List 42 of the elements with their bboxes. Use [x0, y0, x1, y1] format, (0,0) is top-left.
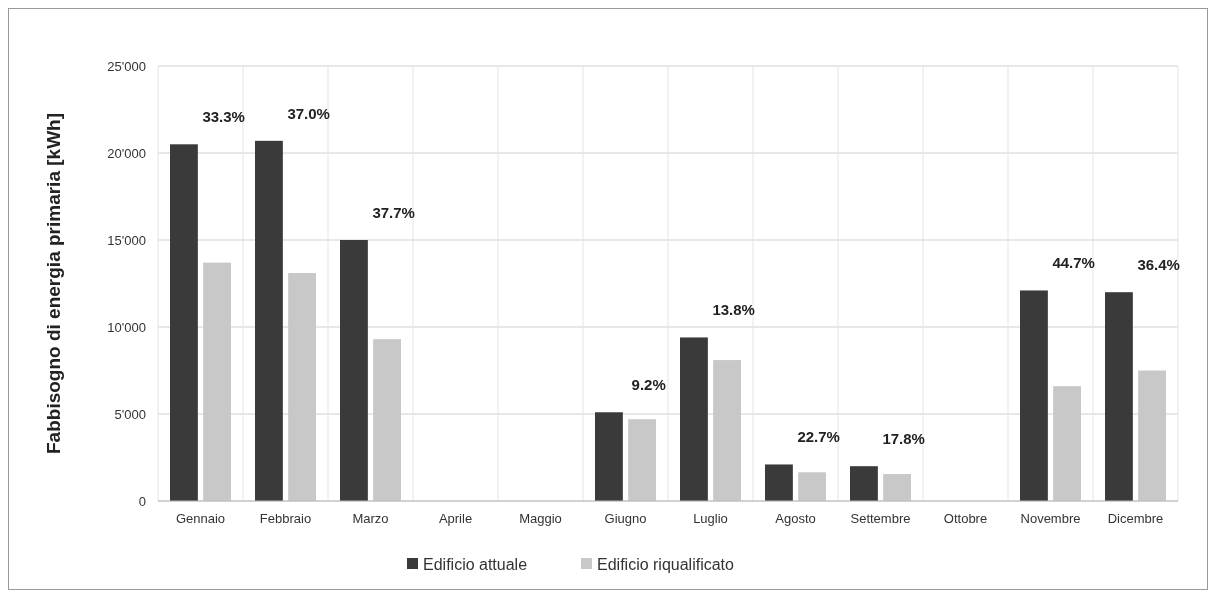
annotation: 33.3%: [202, 108, 245, 126]
bar: [1020, 290, 1048, 501]
y-tick-label: 20'000: [107, 145, 146, 161]
bar: [765, 464, 793, 501]
annotation: 13.8%: [712, 301, 755, 319]
bar: [255, 140, 283, 501]
x-tick-label: Luglio: [693, 511, 728, 526]
y-tick-label: 0: [138, 493, 146, 509]
annotation: 9.2%: [631, 376, 666, 394]
y-tick-label: 15'000: [107, 232, 146, 248]
x-tick-label: Marzo: [352, 511, 389, 526]
bar: [595, 412, 623, 501]
bar: [798, 472, 826, 501]
x-tick-label: Giugno: [604, 511, 647, 526]
bar: [170, 144, 198, 501]
annotation: 36.4%: [1137, 256, 1180, 274]
bar: [883, 474, 911, 501]
annotation: 37.0%: [287, 104, 330, 122]
bar: [850, 466, 878, 501]
bar: [628, 419, 656, 501]
bar: [1105, 292, 1133, 501]
x-tick-label: Dicembre: [1107, 511, 1164, 526]
bar: [340, 240, 368, 501]
bar: [680, 337, 708, 501]
x-tick-label: Gennaio: [175, 511, 226, 526]
x-tick-label: Agosto: [775, 511, 816, 526]
annotation: 22.7%: [797, 428, 840, 446]
x-tick-label: Aprile: [438, 511, 473, 526]
y-tick-label: 5'000: [114, 406, 146, 422]
x-tick-label: Maggio: [519, 511, 562, 526]
annotation: 44.7%: [1052, 254, 1095, 272]
y-axis-title: Fabbisogno di energia primaria [kWh]: [43, 113, 64, 454]
x-tick-label: Settembre: [850, 511, 911, 526]
y-tick-label: 25'000: [107, 58, 146, 74]
legend-label: Edificio riqualificato: [597, 555, 735, 573]
annotation: 17.8%: [882, 430, 925, 448]
x-tick-label: Febbraio: [259, 511, 312, 526]
x-tick-label: Novembre: [1020, 511, 1081, 526]
y-tick-label: 10'000: [107, 319, 146, 335]
x-tick-label: Ottobre: [943, 511, 988, 526]
annotation: 37.7%: [372, 204, 415, 221]
legend-label: Edificio attuale: [423, 555, 528, 573]
